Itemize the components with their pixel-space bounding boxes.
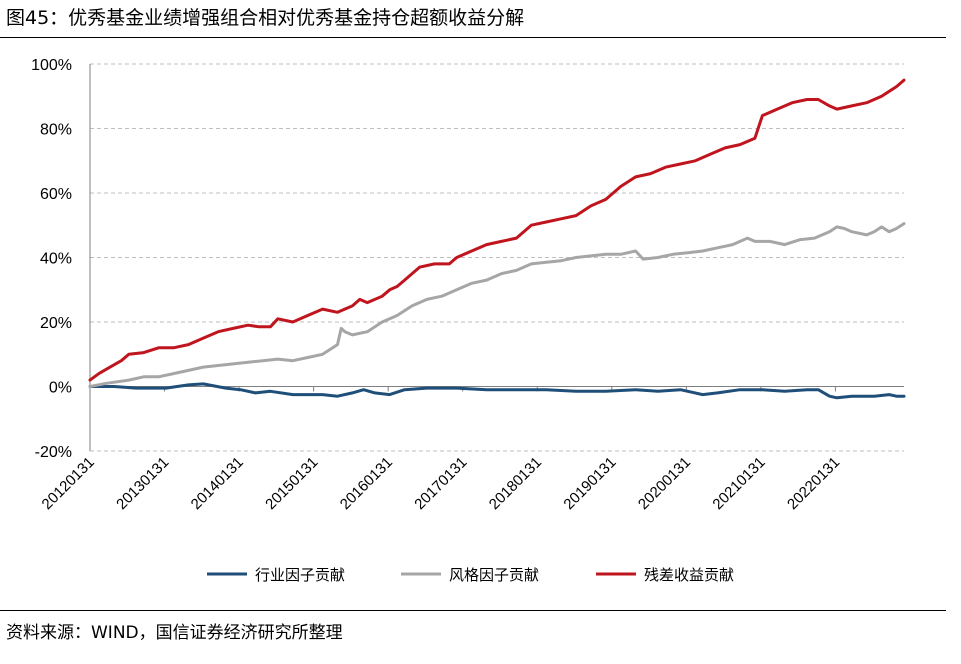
x-tick-label: 20220131 [784, 454, 843, 513]
x-tick-label: 20170131 [411, 454, 470, 513]
gridlines [90, 63, 904, 452]
series-line-1 [88, 222, 906, 388]
series-line-2 [88, 78, 906, 382]
x-tick-label: 20190131 [560, 454, 619, 513]
x-tick-label: 20150131 [262, 454, 321, 513]
x-tick-label: 20210131 [709, 454, 768, 513]
legend-label: 行业因子贡献 [255, 566, 345, 584]
x-tick-label: 20180131 [486, 454, 545, 513]
y-tick-label: 0% [49, 380, 72, 397]
series-lines [88, 78, 906, 400]
x-tick-label: 20200131 [635, 454, 694, 513]
source-note: 资料来源：WIND，国信证券经济研究所整理 [6, 623, 343, 643]
y-tick-label: 20% [40, 315, 72, 332]
title-rule [0, 37, 946, 38]
x-tick-label: 20160131 [337, 454, 396, 513]
y-tick-label: 60% [40, 186, 72, 203]
series-line-0 [88, 382, 906, 400]
legend: 行业因子贡献 风格因子贡献 残差收益贡献 [207, 566, 734, 584]
x-tick-label: 20120131 [39, 454, 98, 513]
y-tick-label: 80% [40, 122, 72, 139]
x-tick-label: 20130131 [113, 454, 172, 513]
x-tick-label: 20140131 [188, 454, 247, 513]
figure-title: 图45：优秀基金业绩增强组合相对优秀基金持仓超额收益分解 [6, 7, 525, 29]
footer-rule [0, 610, 946, 611]
y-tick-label: 100% [31, 57, 72, 74]
legend-label: 残差收益贡献 [644, 566, 734, 584]
line-chart: -20% 0% 20% 40% 60% 80% 100% 20120131 20130131 20… [31, 57, 906, 584]
y-tick-label: -20% [35, 444, 72, 461]
legend-label: 风格因子贡献 [449, 566, 539, 584]
y-tick-label: 40% [40, 251, 72, 268]
